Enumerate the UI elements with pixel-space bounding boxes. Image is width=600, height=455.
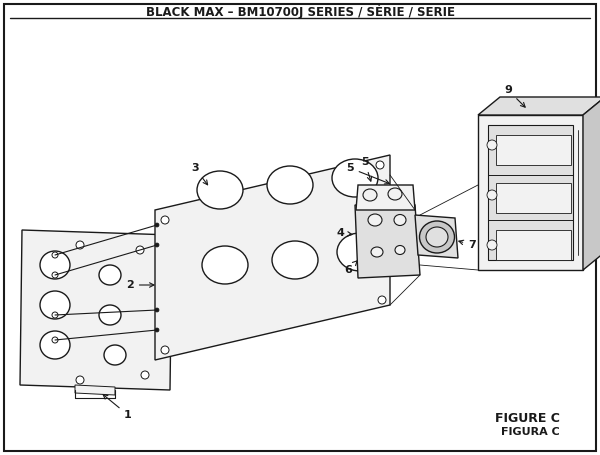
Ellipse shape <box>371 247 383 257</box>
Polygon shape <box>478 97 600 115</box>
Circle shape <box>487 240 497 250</box>
Ellipse shape <box>368 214 382 226</box>
Circle shape <box>52 252 58 258</box>
Ellipse shape <box>388 188 402 200</box>
Polygon shape <box>496 183 571 213</box>
Ellipse shape <box>426 227 448 247</box>
Ellipse shape <box>104 345 126 365</box>
Ellipse shape <box>363 189 377 201</box>
Polygon shape <box>355 205 420 278</box>
Polygon shape <box>478 115 583 270</box>
Text: 7: 7 <box>459 240 476 250</box>
Text: FIGURA C: FIGURA C <box>501 427 560 437</box>
Polygon shape <box>20 230 172 390</box>
Text: 5: 5 <box>346 163 389 184</box>
Ellipse shape <box>394 214 406 226</box>
Polygon shape <box>415 215 458 258</box>
Polygon shape <box>488 125 573 260</box>
Polygon shape <box>496 230 571 260</box>
Circle shape <box>487 140 497 150</box>
Ellipse shape <box>40 251 70 279</box>
Ellipse shape <box>202 246 248 284</box>
Text: 3: 3 <box>191 163 208 185</box>
Text: FIGURE C: FIGURE C <box>495 411 560 425</box>
Text: 1: 1 <box>103 394 132 420</box>
Ellipse shape <box>40 331 70 359</box>
Ellipse shape <box>337 233 383 271</box>
Ellipse shape <box>332 159 378 197</box>
Circle shape <box>155 243 159 247</box>
Ellipse shape <box>99 305 121 325</box>
Circle shape <box>141 371 149 379</box>
Circle shape <box>378 296 386 304</box>
Polygon shape <box>155 155 390 360</box>
Ellipse shape <box>197 171 243 209</box>
Circle shape <box>76 241 84 249</box>
Circle shape <box>136 246 144 254</box>
Ellipse shape <box>419 221 455 253</box>
Circle shape <box>52 312 58 318</box>
Circle shape <box>161 346 169 354</box>
Circle shape <box>161 216 169 224</box>
Text: 9: 9 <box>504 85 525 107</box>
Circle shape <box>155 328 159 332</box>
Polygon shape <box>356 185 415 210</box>
Text: 5: 5 <box>361 157 371 181</box>
Circle shape <box>155 223 159 227</box>
Circle shape <box>76 376 84 384</box>
Polygon shape <box>496 135 571 165</box>
Circle shape <box>52 272 58 278</box>
Circle shape <box>155 308 159 312</box>
Ellipse shape <box>272 241 318 279</box>
Text: 4: 4 <box>336 228 352 238</box>
Text: 2: 2 <box>126 280 154 290</box>
Polygon shape <box>583 97 600 270</box>
Text: BLACK MAX – BM10700J SERIES / SÉRIE / SERIE: BLACK MAX – BM10700J SERIES / SÉRIE / SE… <box>146 5 455 19</box>
Circle shape <box>487 190 497 200</box>
Ellipse shape <box>99 265 121 285</box>
Circle shape <box>376 161 384 169</box>
Circle shape <box>52 337 58 343</box>
Ellipse shape <box>40 291 70 319</box>
Ellipse shape <box>395 246 405 254</box>
Ellipse shape <box>267 166 313 204</box>
Text: 8: 8 <box>0 454 1 455</box>
Polygon shape <box>75 385 115 395</box>
Text: 6: 6 <box>344 261 357 275</box>
